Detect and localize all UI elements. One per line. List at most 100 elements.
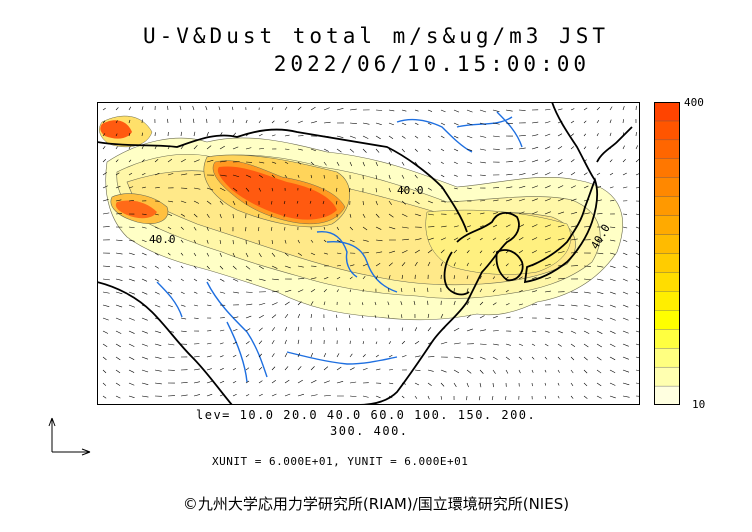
wind-vector	[466, 135, 473, 139]
wind-vector	[544, 159, 551, 163]
wind-vector	[583, 278, 591, 281]
wind-vector	[440, 109, 446, 113]
wind-vector	[271, 302, 278, 306]
wind-vector	[115, 107, 119, 111]
wind-vector	[492, 187, 500, 189]
wind-vector	[336, 327, 338, 332]
wind-vector	[310, 252, 316, 256]
wind-vector	[440, 200, 446, 203]
wind-vector	[115, 213, 122, 215]
wind-vector	[440, 369, 447, 373]
wind-vector	[622, 369, 630, 373]
wind-vector	[154, 226, 159, 229]
wind-vector	[335, 187, 338, 192]
wind-vector	[362, 302, 364, 306]
wind-vector	[232, 200, 236, 206]
wind-vector	[531, 198, 538, 202]
wind-vector	[297, 278, 305, 280]
wind-vector	[427, 122, 432, 125]
wind-vector	[570, 159, 575, 163]
legend-swatch	[654, 272, 680, 292]
wind-vector	[167, 200, 174, 203]
wind-vector	[609, 159, 613, 163]
wind-vector	[387, 301, 390, 306]
wind-vector	[414, 369, 421, 371]
wind-vector	[544, 108, 551, 111]
wind-vector	[479, 250, 483, 254]
wind-vector	[557, 317, 564, 320]
wind-vector	[362, 148, 367, 153]
wind-vector	[309, 200, 312, 204]
wind-vector	[128, 119, 131, 124]
wind-vector	[206, 200, 212, 205]
wind-vector	[258, 393, 263, 397]
wind-vector	[219, 291, 226, 294]
wind-vector	[362, 276, 366, 280]
wind-vector	[401, 382, 406, 385]
wind-vector	[505, 303, 510, 306]
wind-vector	[219, 393, 225, 397]
wind-vector	[167, 252, 171, 256]
wind-vector	[544, 330, 550, 333]
wind-vector	[583, 146, 587, 150]
wind-vector	[518, 237, 524, 241]
wind-vector	[167, 278, 172, 282]
wind-vector	[479, 225, 484, 228]
wind-vector	[245, 174, 252, 178]
wind-vector	[141, 395, 149, 398]
wind-vector	[102, 133, 106, 137]
wind-vector	[206, 159, 214, 163]
wind-vector	[102, 395, 107, 399]
wind-vector	[531, 303, 538, 306]
wind-vector	[466, 275, 469, 280]
wind-vector	[102, 265, 110, 267]
wind-vector	[596, 107, 601, 111]
wind-vector	[349, 264, 355, 267]
wind-vector	[414, 213, 421, 217]
wind-vector	[102, 304, 110, 307]
wind-vector	[635, 343, 640, 346]
wind-vector	[440, 341, 448, 345]
wind-vector	[102, 356, 107, 361]
wind-vector	[375, 368, 381, 371]
wind-vector	[297, 174, 300, 178]
wind-vector	[557, 120, 563, 124]
wind-vector	[296, 200, 299, 204]
wind-vector	[518, 109, 526, 111]
wind-vector	[323, 239, 327, 243]
wind-vector	[622, 226, 628, 229]
wind-vector	[193, 381, 200, 384]
wind-vector	[128, 146, 131, 150]
wind-vector	[284, 379, 290, 384]
wind-vector	[492, 135, 500, 138]
wind-vector	[271, 107, 274, 111]
wind-vector	[271, 174, 275, 178]
wind-vector	[167, 317, 174, 320]
wind-vector	[219, 187, 226, 192]
wind-vector	[335, 200, 338, 205]
wind-vector	[609, 172, 614, 176]
wind-vector	[492, 289, 496, 293]
wind-vector	[388, 135, 394, 140]
wind-vector	[193, 317, 199, 319]
wind-vector	[531, 134, 539, 137]
wind-vector	[453, 356, 461, 359]
wind-vector	[310, 148, 317, 152]
wind-vector	[622, 119, 624, 124]
wind-vector	[570, 304, 578, 307]
wind-vector	[440, 225, 447, 228]
wind-vector	[245, 265, 251, 270]
wind-vector	[492, 302, 497, 306]
wind-vector	[206, 239, 209, 244]
wind-vector	[206, 252, 210, 257]
wind-vector	[544, 172, 551, 176]
wind-vector	[271, 120, 275, 124]
wind-vector	[362, 122, 370, 125]
wind-vector	[596, 304, 604, 308]
wind-vector	[414, 148, 418, 152]
wind-vector	[622, 304, 629, 308]
wind-vector	[570, 395, 574, 399]
wind-vector	[570, 356, 575, 361]
wind-vector	[492, 148, 500, 150]
wind-vector	[219, 132, 223, 137]
